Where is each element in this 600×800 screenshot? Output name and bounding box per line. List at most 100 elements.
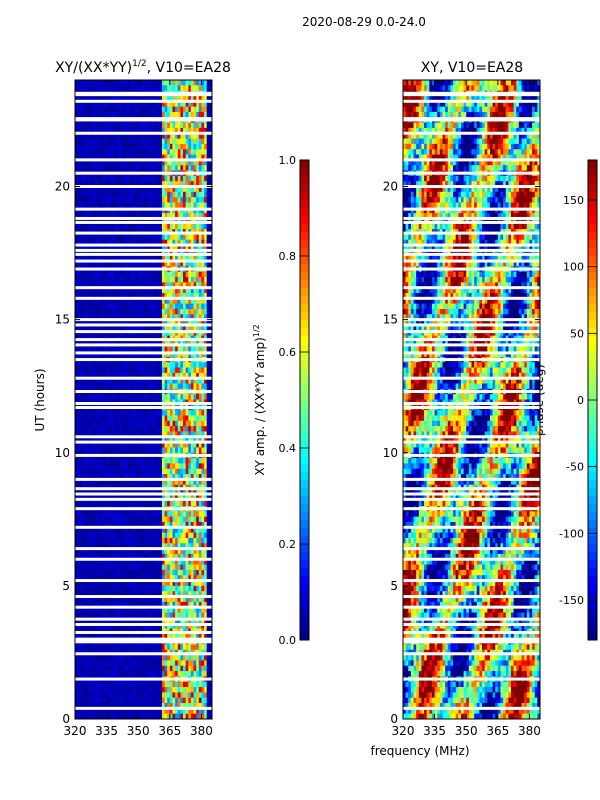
amp-cell [196, 245, 200, 251]
amp-cell [127, 458, 131, 464]
amp-cell [106, 234, 110, 241]
amp-cell [146, 548, 150, 555]
amp-cell [138, 298, 142, 305]
amp-cell [146, 420, 150, 427]
amp-cell [132, 575, 136, 581]
amp-cell [96, 101, 100, 108]
amp-cell [161, 202, 165, 209]
amp-cell [93, 410, 97, 416]
amp-cell [146, 175, 150, 182]
amp-cell [164, 271, 168, 278]
amp-cell [156, 575, 160, 581]
amp-cell [188, 223, 192, 230]
amp-cell [196, 527, 200, 534]
amp-cell [204, 298, 208, 305]
amp-cell [114, 474, 118, 480]
amp-cell [167, 500, 171, 507]
amp-cell [140, 436, 144, 443]
amp-cell [117, 324, 121, 331]
amp-cell [177, 527, 181, 534]
amp-cell [130, 186, 134, 193]
amp-cell [201, 133, 205, 139]
amp-cell [143, 575, 147, 581]
amp-cell [106, 532, 110, 539]
amp-cell [125, 383, 129, 390]
amp-cell [77, 362, 81, 368]
amp-cell [206, 436, 210, 443]
amp-cell [103, 181, 108, 187]
amp-cell [159, 319, 163, 326]
amp-cell [85, 181, 89, 187]
amp-cell [103, 436, 108, 443]
amp-cell [172, 127, 176, 134]
amp-cell [188, 537, 192, 544]
amp-cell [183, 127, 187, 134]
amp-cell [109, 324, 113, 331]
amp-cell [151, 436, 155, 443]
amp-cell [188, 186, 192, 193]
amp-cell [193, 223, 197, 230]
amp-cell [201, 410, 205, 416]
amp-cell [96, 143, 100, 150]
amp-cell [96, 474, 100, 480]
amp-cell [101, 133, 105, 139]
amp-cell [77, 585, 81, 592]
amp-cell [177, 442, 181, 448]
amp-cell [180, 255, 184, 262]
amp-cell [111, 138, 115, 145]
amp-cell [85, 458, 89, 464]
amp-cell [127, 330, 131, 336]
amp-cell [125, 303, 129, 310]
amp-cell [169, 277, 173, 283]
amp-cell [127, 351, 131, 358]
amp-cell [154, 308, 158, 315]
amp-cell [180, 143, 184, 150]
amp-cell [196, 319, 200, 326]
amp-cell [156, 463, 160, 470]
amp-cell [161, 367, 165, 374]
amp-cell [167, 426, 171, 432]
amp-cell [117, 122, 121, 129]
amp-cell [185, 197, 189, 203]
amp-cell [135, 553, 139, 560]
amp-cell [77, 324, 81, 331]
amp-cell [159, 122, 163, 129]
amp-cell [82, 431, 86, 438]
amp-cell [196, 122, 200, 129]
amp-cell [109, 159, 113, 166]
amp-cell [132, 362, 136, 368]
amp-cell [125, 559, 129, 565]
amp-cell [101, 255, 105, 262]
amp-cell [169, 537, 173, 544]
amp-cell [148, 111, 152, 118]
amp-cell [167, 346, 171, 352]
amp-cell [209, 255, 213, 262]
amp-cell [119, 500, 123, 507]
amp-cell [98, 287, 102, 294]
amp-cell [103, 367, 108, 374]
amp-cell [85, 282, 89, 289]
amp-cell [103, 287, 108, 294]
amp-cell [75, 372, 79, 379]
amp-cell [101, 394, 105, 400]
amp-cell [206, 101, 210, 108]
amp-cell [96, 287, 100, 294]
amp-cell [122, 191, 126, 198]
amp-cell [183, 426, 187, 432]
amp-cell [175, 239, 179, 246]
amp-cell [111, 367, 115, 374]
amp-cell [138, 271, 142, 278]
amp-cell [88, 436, 92, 443]
amp-cell [185, 543, 189, 550]
amp-cell [106, 127, 110, 134]
amp-cell [85, 585, 89, 592]
amp-cell [146, 319, 150, 326]
amp-cell [88, 324, 92, 331]
amp-cell [151, 287, 155, 294]
amp-cell [117, 303, 121, 310]
amp-cell [122, 197, 126, 203]
amp-cell [85, 101, 89, 108]
amp-cell [119, 474, 123, 480]
amp-cell [101, 149, 105, 155]
amp-cell [175, 127, 179, 134]
